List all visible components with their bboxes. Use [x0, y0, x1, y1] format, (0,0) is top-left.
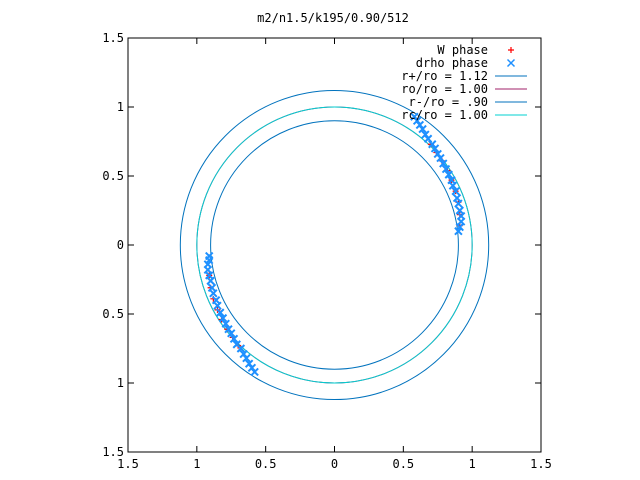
data-point [418, 124, 427, 134]
data-point [448, 181, 458, 190]
data-point [439, 159, 448, 168]
x-tick-label: 1 [469, 457, 476, 471]
x-tick-label: 0 [331, 457, 338, 471]
data-point [221, 319, 230, 328]
y-tick-label: 1 [117, 100, 124, 114]
legend-swatch [508, 47, 514, 53]
data-point [218, 313, 228, 323]
points-series [206, 141, 463, 349]
data-point [227, 329, 236, 338]
legend-label: W phase [437, 43, 488, 57]
data-point [441, 164, 451, 174]
circle-layer [179, 89, 490, 401]
x-tick-label: 1 [193, 457, 200, 471]
data-point [430, 144, 440, 153]
data-point [250, 367, 259, 377]
data-point [229, 334, 239, 344]
legend-label: rc/ro = 1.00 [401, 108, 488, 122]
points-layer [203, 112, 466, 377]
data-point [242, 353, 251, 363]
y-tick-label: 1.5 [102, 445, 124, 459]
data-point [454, 226, 463, 236]
x-tick-label: 1.5 [117, 457, 139, 471]
legend-label: r-/ro = .90 [409, 95, 488, 109]
circle-series [210, 120, 459, 370]
legend-label: ro/ro = 1.00 [401, 82, 488, 96]
chart-title: m2/n1.5/k195/0.90/512 [257, 11, 409, 25]
circle-series [179, 89, 490, 401]
y-tick-label: 0.5 [102, 169, 124, 183]
x-tick-label: 1.5 [530, 457, 552, 471]
points-series [203, 112, 466, 377]
data-point [236, 344, 246, 353]
legend-label: r+/ro = 1.12 [401, 69, 488, 83]
legend-label: drho phase [416, 56, 488, 70]
data-point [436, 153, 445, 163]
x-tick-label: 0.5 [255, 457, 277, 471]
data-point [209, 289, 218, 298]
data-point [454, 199, 463, 208]
y-tick-label: 0 [117, 238, 124, 252]
y-tick-label: 1 [117, 376, 124, 390]
data-point [444, 170, 453, 179]
y-tick-label: 1.5 [102, 31, 124, 45]
data-point [213, 301, 222, 310]
y-tick-label: 0.5 [102, 307, 124, 321]
data-point [206, 276, 215, 286]
legend-swatch [506, 58, 516, 68]
axis-ticks: 1.5 1 0.5 0 0.5 1 1.51.510.500.511.5 [102, 31, 552, 471]
x-tick-label: 0.5 [392, 457, 414, 471]
data-point [216, 308, 225, 317]
data-point [451, 186, 460, 196]
circle-series [196, 106, 473, 384]
